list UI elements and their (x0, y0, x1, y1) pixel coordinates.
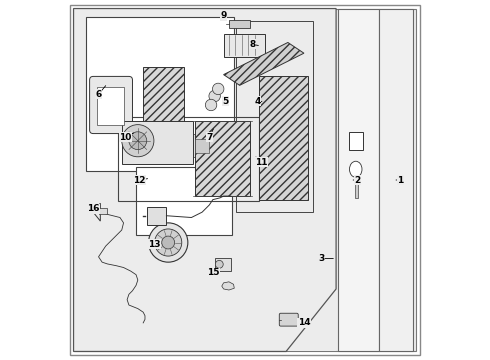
Text: 6: 6 (96, 90, 101, 99)
Bar (259, 76, 308, 200)
Bar (223, 33, 265, 57)
Text: 2: 2 (354, 176, 361, 185)
Bar (195, 139, 209, 153)
Text: 15: 15 (207, 268, 219, 277)
Text: 10: 10 (119, 132, 131, 141)
Text: 8: 8 (249, 40, 255, 49)
Bar (338, 9, 379, 351)
Text: 11: 11 (255, 158, 268, 167)
Circle shape (209, 90, 221, 102)
Circle shape (215, 260, 223, 268)
Polygon shape (74, 9, 336, 351)
Text: 14: 14 (297, 318, 310, 327)
Text: 4: 4 (254, 97, 261, 106)
Bar (122, 121, 193, 164)
Bar (147, 207, 167, 225)
Bar (192, 134, 215, 157)
Text: 5: 5 (222, 97, 228, 106)
Bar (98, 207, 107, 214)
Polygon shape (223, 42, 304, 85)
Circle shape (162, 236, 174, 249)
Circle shape (213, 83, 224, 95)
FancyBboxPatch shape (90, 76, 132, 134)
Circle shape (148, 223, 188, 262)
Bar (348, 132, 363, 150)
Bar (379, 9, 413, 351)
Circle shape (129, 132, 147, 150)
Bar (74, 9, 336, 351)
Circle shape (205, 99, 217, 111)
Bar (229, 20, 250, 28)
Bar (86, 18, 234, 171)
Text: 7: 7 (206, 132, 213, 141)
Text: 3: 3 (318, 254, 325, 263)
Circle shape (122, 125, 154, 157)
Text: 1: 1 (397, 176, 404, 185)
Text: 13: 13 (147, 240, 160, 249)
FancyBboxPatch shape (279, 313, 298, 326)
Ellipse shape (349, 161, 362, 177)
Bar (236, 21, 313, 212)
Bar (143, 67, 184, 144)
Text: 9: 9 (220, 11, 227, 20)
Bar (97, 87, 123, 125)
Circle shape (155, 229, 182, 256)
Text: 16: 16 (87, 204, 99, 213)
Bar (355, 176, 358, 198)
Bar (118, 117, 259, 202)
Polygon shape (222, 282, 234, 290)
Bar (136, 167, 232, 235)
Text: 12: 12 (133, 176, 146, 185)
Bar (195, 121, 250, 196)
Bar (215, 257, 231, 271)
